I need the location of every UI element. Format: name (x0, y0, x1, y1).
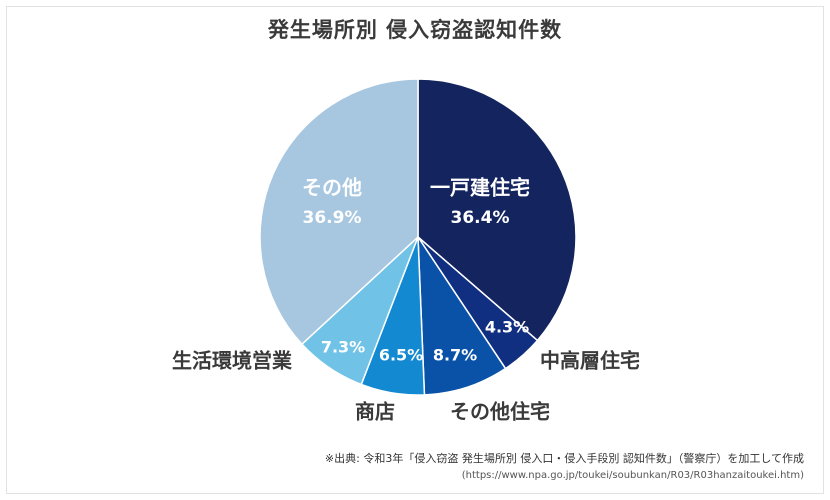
slice-value-label: 36.9% (303, 208, 362, 228)
pie-slice (259, 78, 419, 346)
slice-category-label: 一戸建住宅 (430, 176, 530, 200)
slice-category-label: 中高層住宅 (540, 349, 640, 373)
slice-category-label: 商店 (355, 400, 395, 424)
slice-category-label: その他住宅 (450, 400, 550, 424)
pie-slice (417, 234, 507, 396)
slice-category-label: 生活環境営業 (172, 349, 293, 373)
slice-value-label: 4.3% (485, 318, 529, 337)
slice-category-label: その他 (302, 176, 362, 200)
slice-value-label: 8.7% (433, 346, 477, 365)
source-citation: ※出典: 令和3年「侵入窃盗 発生場所別 侵入口・侵入手段別 認知件数」（警察庁… (324, 452, 804, 465)
pie-slice (417, 78, 577, 342)
source-note: ※出典: 令和3年「侵入窃盗 発生場所別 侵入口・侵入手段別 認知件数」（警察庁… (325, 450, 804, 484)
slice-value-label: 7.3% (321, 338, 365, 357)
slice-value-label: 36.4% (451, 208, 510, 228)
chart-title: 発生場所別 侵入窃盗認知件数 (267, 18, 563, 42)
slice-value-label: 6.5% (379, 346, 423, 365)
source-url: (https://www.npa.go.jp/toukei/soubunkan/… (461, 470, 804, 481)
